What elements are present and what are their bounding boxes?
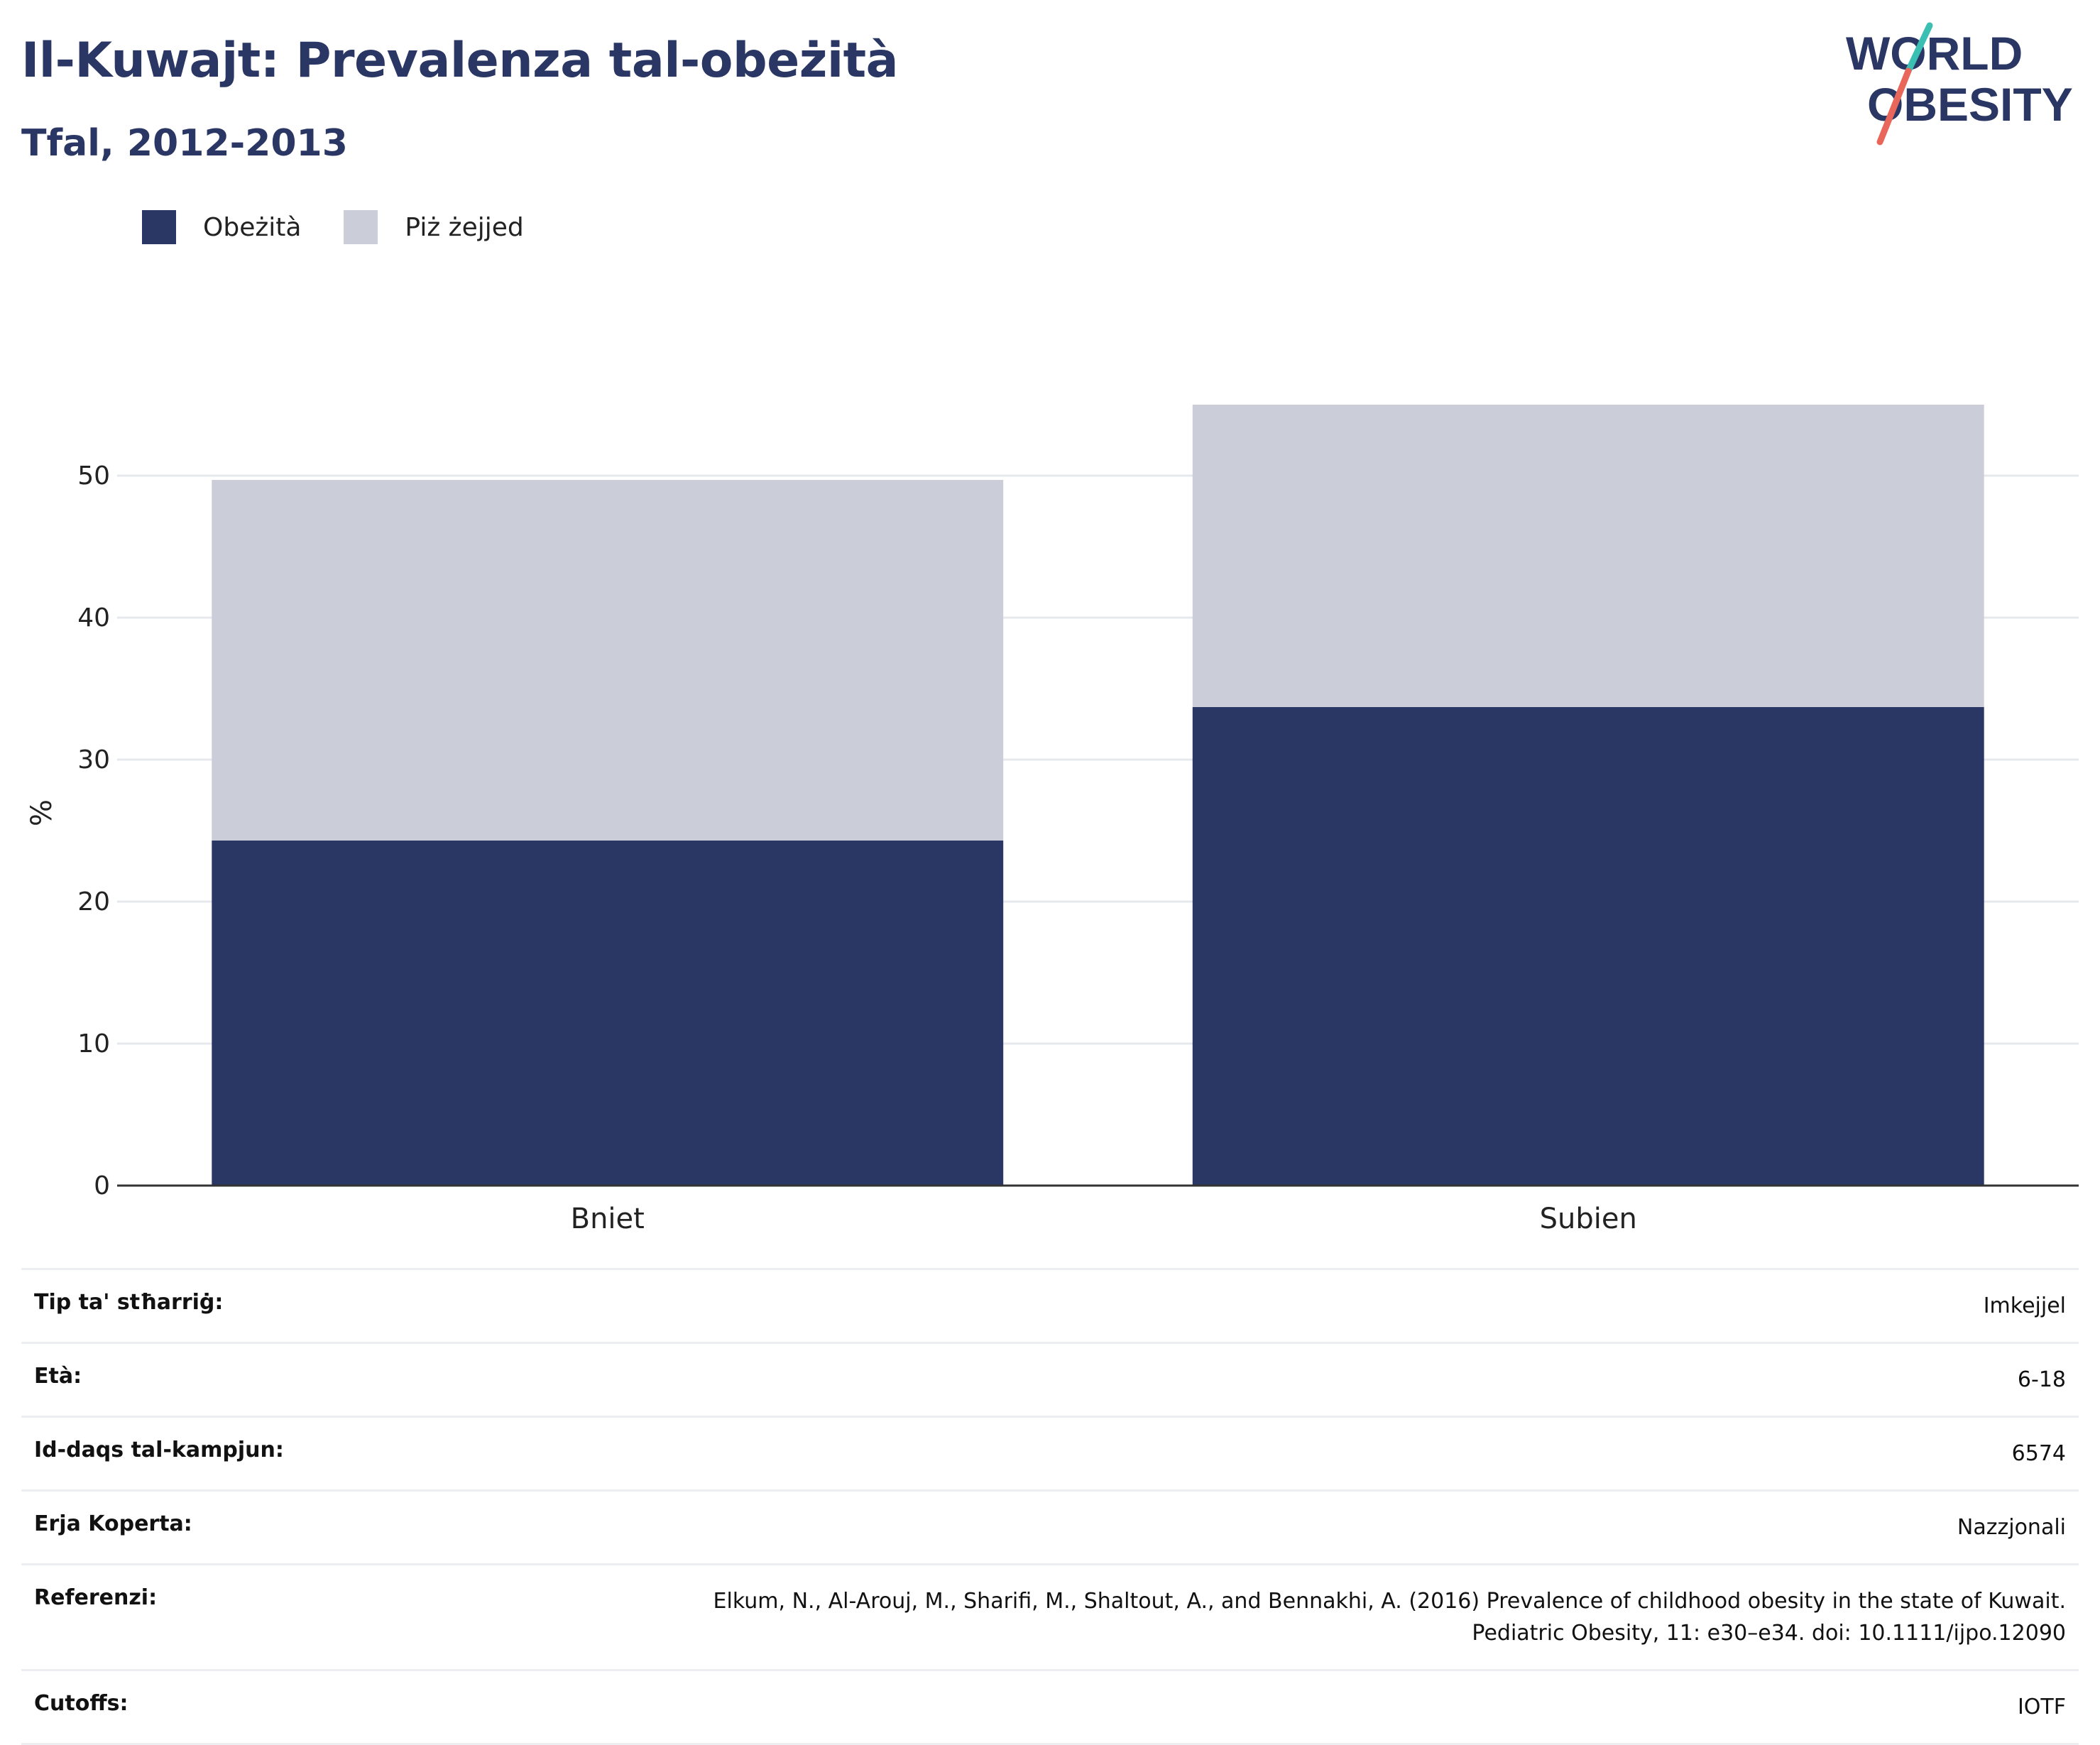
x-tick-label: Subien <box>1540 1203 1637 1235</box>
y-tick-label: 0 <box>94 1171 110 1200</box>
y-tick-label: 10 <box>77 1029 110 1059</box>
survey-info-table: Tip ta' stħarriġ: Imkejjel Età: 6-18 Id-daqs… <box>21 1268 2079 1745</box>
info-value: 6574 <box>638 1416 2079 1492</box>
info-label: Erja Koperta: <box>21 1489 639 1565</box>
logo-slash-top <box>1905 22 1933 75</box>
info-value: Imkejjel <box>638 1268 2079 1344</box>
chart-legend: Obeżità Piż żejjed <box>142 210 567 244</box>
info-value: IOTF <box>638 1669 2079 1745</box>
y-axis-label: % <box>26 799 58 826</box>
legend-item-overweight: Piż żejjed <box>344 210 524 244</box>
bar-overweight-bniet <box>212 480 1004 841</box>
legend-item-obesity: Obeżità <box>142 210 301 244</box>
info-row: Id-daqs tal-kampjun: 6574 <box>21 1416 2079 1492</box>
info-label: Età: <box>21 1342 639 1418</box>
legend-label-obesity: Obeżità <box>203 212 302 242</box>
info-label: Tip ta' stħarriġ: <box>21 1268 639 1344</box>
bar-obesity-subien <box>1192 707 1984 1186</box>
y-tick-label: 40 <box>77 603 110 633</box>
legend-label-overweight: Piż żejjed <box>405 212 524 242</box>
info-row: Referenzi: Elkum, N., Al-Arouj, M., Shari… <box>21 1563 2079 1671</box>
y-tick-label: 20 <box>77 887 110 917</box>
logo-text-world: WORLD <box>1846 27 2023 80</box>
x-tick-label: Bniet <box>571 1203 645 1235</box>
bar-overweight-subien <box>1192 405 1984 707</box>
info-label: Referenzi: <box>21 1563 639 1671</box>
bar-obesity-bniet <box>212 841 1004 1186</box>
legend-swatch-obesity <box>142 210 176 244</box>
info-value: Elkum, N., Al-Arouj, M., Sharifi, M., Sh… <box>638 1563 2079 1671</box>
page-title: Il-Kuwajt: Prevalenza tal-obeżità <box>21 33 899 89</box>
logo-slash-bottom <box>1876 67 1912 146</box>
legend-swatch-overweight <box>344 210 378 244</box>
info-row: Tip ta' stħarriġ: Imkejjel <box>21 1268 2079 1344</box>
y-tick-label: 30 <box>77 745 110 775</box>
stacked-bar-chart: 0 10 20 30 40 50% Bniet Subien <box>26 405 2079 1235</box>
info-value: 6-18 <box>638 1342 2079 1418</box>
y-tick-label: 50 <box>77 461 110 491</box>
info-row: Età: 6-18 <box>21 1342 2079 1418</box>
info-value: Nazzjonali <box>638 1489 2079 1565</box>
world-obesity-logo: WORLD OBESITY <box>1846 22 2073 146</box>
info-row: Erja Koperta: Nazzjonali <box>21 1489 2079 1565</box>
info-row: Cutoffs: IOTF <box>21 1669 2079 1745</box>
page-subtitle: Tfal, 2012-2013 <box>21 122 348 165</box>
info-label: Id-daqs tal-kampjun: <box>21 1416 639 1492</box>
info-label: Cutoffs: <box>21 1669 639 1745</box>
